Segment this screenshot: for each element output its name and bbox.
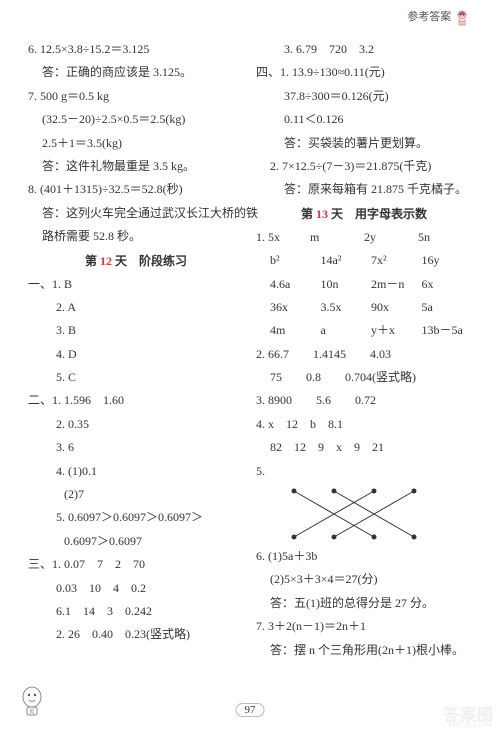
watermark-url: MXQE.COM xyxy=(448,720,492,729)
page-number: 97 xyxy=(236,703,265,717)
answer-line: 答：五(1)班的总得分是 27 分。 xyxy=(256,592,472,615)
table-row: 4may＋x13b－5a xyxy=(256,319,472,342)
answer-line: (32.5－20)÷2.5×0.5＝2.5(kg) xyxy=(28,108,244,131)
answer-line: 答：这列火车完全通过武汉长江大桥的铁 xyxy=(28,202,244,225)
answer-line: 0.03 10 4 0.2 xyxy=(28,577,244,600)
cell: a xyxy=(321,319,372,342)
cell: 7x² xyxy=(371,249,422,272)
cell: 16y xyxy=(422,249,473,272)
answer-line: 5. C xyxy=(28,366,244,389)
answer-line: (2)7 xyxy=(28,483,244,506)
section-title-day12: 第 12 天 阶段练习 xyxy=(28,249,244,273)
answer-line: 答：这件礼物最重是 3.5 kg。 xyxy=(28,155,244,178)
day-suffix: 天 阶段练习 xyxy=(112,254,187,268)
answer-line: 答：摆 n 个三角形用(2n＋1)根小棒。 xyxy=(256,639,472,662)
answer-line: 0.11＜0.126 xyxy=(256,108,472,131)
cell: 13b－5a xyxy=(422,319,473,342)
answer-line: 6.1 14 3 0.242 xyxy=(28,600,244,623)
cell: y＋x xyxy=(371,319,422,342)
answer-line: 8. (401＋1315)÷32.5＝52.8(秒) xyxy=(28,178,244,201)
right-column: 3. 6.79 720 3.2 四、1. 13.9÷130≈0.11(元) 37… xyxy=(256,38,472,693)
header-title: 参考答案 xyxy=(407,11,451,23)
answer-line: 4. x 12 b 8.1 xyxy=(256,413,472,436)
svg-text:起: 起 xyxy=(29,709,34,715)
cell: 5a xyxy=(422,296,473,319)
day-suffix: 天 用字母表示数 xyxy=(328,207,427,221)
cell: 4.6a xyxy=(270,273,321,296)
section-title-day13: 第 13 天 用字母表示数 xyxy=(256,202,472,226)
answer-line: 2. 26 0.40 0.23(竖式略) xyxy=(28,623,244,646)
cell: 2m－n xyxy=(371,273,422,296)
answer-line: 3. 6.79 720 3.2 xyxy=(256,38,472,61)
answer-line: 3. 8900 5.6 0.72 xyxy=(256,389,472,412)
table-row: 36x3.5x90x5a xyxy=(256,296,472,319)
answer-line: 路桥需要 52.8 秒。 xyxy=(28,225,244,248)
day-prefix: 第 xyxy=(85,254,100,268)
answer-line: 75 0.8 0.704(竖式略) xyxy=(256,366,472,389)
answer-line: 7. 3＋2(n－1)＝2n＋1 xyxy=(256,615,472,638)
answer-line: 4. D xyxy=(28,343,244,366)
answer-line: 37.8÷300＝0.126(元) xyxy=(256,85,472,108)
answer-line: 四、1. 13.9÷130≈0.11(元) xyxy=(256,61,472,84)
cell: 90x xyxy=(371,296,422,319)
answer-line: 二、1. 1.596 1.60 xyxy=(28,389,244,412)
answer-line: 6. (1)5a＋3b xyxy=(256,545,472,568)
answer-line: 2. 66.7 1.4145 4.03 xyxy=(256,343,472,366)
day-number: 12 xyxy=(100,254,112,268)
cell: 1. 5x xyxy=(256,226,310,249)
cell: 3.5x xyxy=(321,296,372,319)
answer-line: 答：正确的商应该是 3.125。 xyxy=(28,61,244,84)
answer-line: 6. 12.5×3.8÷15.2＝3.125 xyxy=(28,38,244,61)
table-row: 1. 5xm2y5n xyxy=(256,226,472,249)
footer-mascot-icon: 起 xyxy=(18,685,46,719)
answer-line: 答：买袋装的薯片更划算。 xyxy=(256,132,472,155)
answer-line: 5. xyxy=(256,460,472,483)
answer-line: 一、1. B xyxy=(28,273,244,296)
cell: 2y xyxy=(364,226,418,249)
answer-line: 2.5＋1＝3.5(kg) xyxy=(28,132,244,155)
content-area: 6. 12.5×3.8÷15.2＝3.125 答：正确的商应该是 3.125。 … xyxy=(28,38,472,693)
day-number: 13 xyxy=(316,207,328,221)
answer-line: 82 12 9 x 9 21 xyxy=(256,436,472,459)
cell: 14a² xyxy=(321,249,372,272)
page-header: 参考答案 xyxy=(407,8,470,26)
answer-line: 4. (1)0.1 xyxy=(28,460,244,483)
table-row: b²14a²7x²16y xyxy=(256,249,472,272)
matching-diagram xyxy=(284,485,424,543)
cell: 6x xyxy=(422,273,473,296)
left-column: 6. 12.5×3.8÷15.2＝3.125 答：正确的商应该是 3.125。 … xyxy=(28,38,244,693)
cell: 10n xyxy=(321,273,372,296)
answer-line: 三、1. 0.07 7 2 70 xyxy=(28,553,244,576)
page-number-value: 97 xyxy=(236,703,265,717)
table-row: 4.6a10n2m－n6x xyxy=(256,273,472,296)
answer-line: 2. A xyxy=(28,296,244,319)
answer-line: 答：原来每箱有 21.875 千克橘子。 xyxy=(256,178,472,201)
day-prefix: 第 xyxy=(301,207,316,221)
answer-line: 5. 0.6097＞0.6097＞0.6097＞ xyxy=(28,506,244,529)
answer-line: (2)5×3＋3×4＝27(分) xyxy=(256,568,472,591)
cell: b² xyxy=(270,249,321,272)
answer-line: 0.6097＞0.6097 xyxy=(28,530,244,553)
cell: 36x xyxy=(270,296,321,319)
answer-line: 7. 500 g＝0.5 kg xyxy=(28,85,244,108)
cell: m xyxy=(310,226,364,249)
cell: 5n xyxy=(418,226,472,249)
answer-line: 2. 7×12.5÷(7－3)＝21.875(千克) xyxy=(256,155,472,178)
answer-line: 3. B xyxy=(28,319,244,342)
girl-icon xyxy=(454,8,470,26)
answer-line: 2. 0.35 xyxy=(28,413,244,436)
answer-line: 3. 6 xyxy=(28,436,244,459)
cell: 4m xyxy=(270,319,321,342)
